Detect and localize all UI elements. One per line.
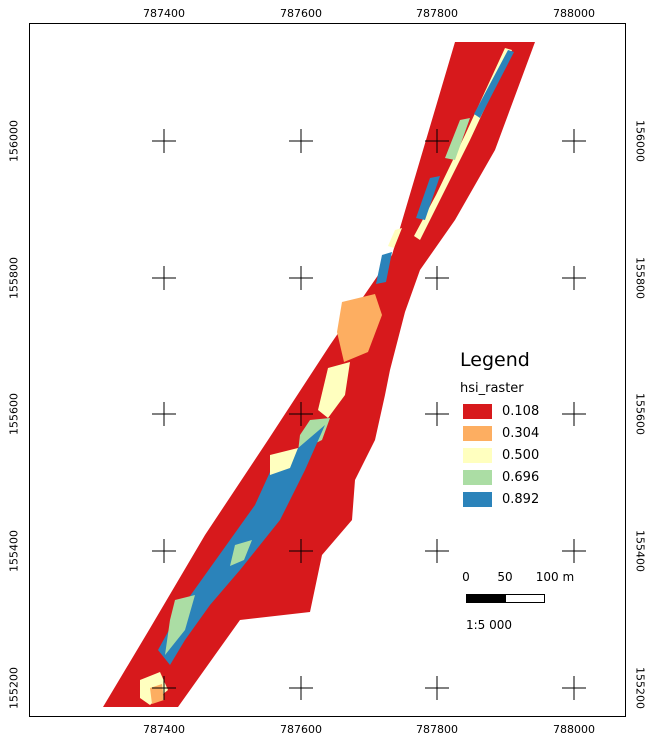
x-tick-top: 787600 [280, 7, 322, 20]
legend-swatch [463, 447, 492, 463]
legend: Legend hsi_raster 0.108 0.304 0.500 0.69… [458, 349, 539, 510]
river-upstream-strip [376, 48, 514, 284]
legend-title: Legend [460, 349, 530, 371]
legend-label: 0.892 [502, 491, 540, 507]
x-tick-top: 788000 [553, 7, 595, 20]
scale-segment-black [466, 594, 506, 603]
grid-cross [152, 676, 176, 700]
grid-cross [289, 266, 313, 290]
legend-label: 0.304 [502, 425, 540, 441]
grid-cross [562, 266, 586, 290]
y-tick-right: 155600 [633, 393, 647, 435]
grid-cross [425, 266, 449, 290]
scale-segment-white [505, 594, 545, 603]
legend-item: 0.500 [458, 444, 539, 466]
grid-cross [562, 402, 586, 426]
grid-cross [425, 676, 449, 700]
legend-label: 0.500 [502, 447, 540, 463]
y-tick-left: 156000 [7, 120, 21, 162]
x-tick-bottom: 787800 [416, 723, 458, 736]
y-tick-right: 156000 [633, 120, 647, 162]
grid-cross [152, 129, 176, 153]
grid-cross [562, 676, 586, 700]
x-tick-bottom: 787600 [280, 723, 322, 736]
scale-label-50: 50 [497, 570, 513, 584]
grid-cross [289, 129, 313, 153]
legend-swatch [463, 403, 492, 419]
legend-item: 0.892 [458, 488, 539, 510]
grid-cross [152, 402, 176, 426]
coordinate-grid [152, 129, 586, 700]
grid-cross [152, 539, 176, 563]
scale-label-100: 100 m [535, 570, 575, 584]
legend-label: 0.108 [502, 403, 540, 419]
x-tick-bottom: 788000 [553, 723, 595, 736]
grid-cross [425, 129, 449, 153]
y-tick-right: 155800 [633, 257, 647, 299]
grid-cross [425, 402, 449, 426]
grid-cross [289, 676, 313, 700]
legend-swatch [463, 469, 492, 485]
legend-swatch [463, 491, 492, 507]
legend-item: 0.304 [458, 422, 539, 444]
legend-variable: hsi_raster [460, 381, 524, 396]
legend-label: 0.696 [502, 469, 540, 485]
grid-cross [289, 402, 313, 426]
scale-label-0: 0 [462, 570, 470, 584]
grid-cross [562, 129, 586, 153]
legend-item: 0.696 [458, 466, 539, 488]
river-channel [140, 294, 382, 705]
legend-item: 0.108 [458, 400, 539, 422]
x-tick-top: 787800 [416, 7, 458, 20]
y-tick-left: 155400 [7, 530, 21, 572]
y-tick-left: 155200 [7, 667, 21, 709]
grid-cross [152, 266, 176, 290]
scale-ratio: 1:5 000 [466, 618, 513, 632]
grid-cross [289, 539, 313, 563]
y-tick-right: 155400 [633, 530, 647, 572]
x-tick-bottom: 787400 [143, 723, 185, 736]
y-tick-right: 155200 [633, 667, 647, 709]
y-tick-left: 155800 [7, 257, 21, 299]
x-tick-top: 787400 [143, 7, 185, 20]
grid-cross [425, 539, 449, 563]
grid-cross [562, 539, 586, 563]
legend-swatch [463, 425, 492, 441]
y-tick-left: 155600 [7, 393, 21, 435]
